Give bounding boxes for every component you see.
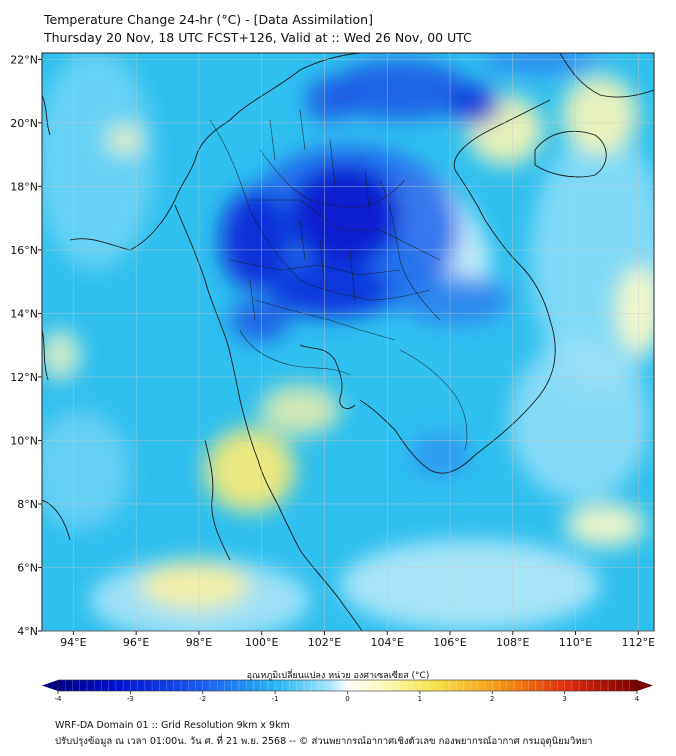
lon-tick-label: 106°E [433, 636, 466, 649]
temperature-field-anomalies [42, 53, 654, 631]
colorbar-tick-label: 4 [635, 695, 640, 703]
coastlines [42, 53, 654, 631]
lat-tick-label: 16°N [10, 244, 38, 257]
colorbar-tick-label: 2 [490, 695, 494, 703]
colorbar-title: อุณหภูมิเปลี่ยนแปลง หน่วย องศาเซลเซียส (… [246, 671, 430, 681]
lon-tick-label: 96°E [123, 636, 149, 649]
province-borders [209, 109, 468, 451]
lon-tick-label: 98°E [186, 636, 212, 649]
lon-tick-label: 108°E [496, 636, 529, 649]
lon-tick-label: 110°E [559, 636, 592, 649]
colorbar-tick-label: -4 [55, 695, 63, 703]
colorbar-tick-label: -1 [272, 695, 279, 703]
lon-tick-label: 100°E [245, 636, 278, 649]
lat-tick-label: 10°N [10, 434, 38, 447]
lat-tick-label: 8°N [17, 498, 38, 511]
lon-tick-label: 112°E [622, 636, 655, 649]
colorbar-tick-label: -2 [199, 695, 206, 703]
lon-tick-label: 102°E [308, 636, 341, 649]
lon-tick-label: 104°E [371, 636, 404, 649]
lat-tick-label: 12°N [10, 371, 38, 384]
colorbar-tick-label: 1 [418, 695, 422, 703]
lat-tick-label: 20°N [10, 117, 38, 130]
colorbar-min-arrow [42, 680, 58, 691]
lat-tick-label: 18°N [10, 180, 38, 193]
lat-tick-label: 14°N [10, 307, 38, 320]
lon-tick-label: 94°E [60, 636, 86, 649]
colorbar-tick-label: 0 [345, 695, 349, 703]
map-subtitle: Thursday 20 Nov, 18 UTC FCST+126, Valid … [44, 30, 472, 45]
lat-tick-label: 6°N [17, 561, 38, 574]
footer-domain-info: WRF-DA Domain 01 :: Grid Resolution 9km … [55, 720, 290, 731]
map-title: Temperature Change 24-hr (°C) - [Data As… [44, 12, 373, 27]
colorbar-tick-label: 3 [562, 695, 566, 703]
lat-tick-label: 4°N [17, 625, 38, 638]
lat-tick-label: 22°N [10, 53, 38, 66]
colorbar-tick-label: -3 [127, 695, 134, 703]
colorbar-max-arrow [637, 680, 653, 691]
footer-credit: ปรับปรุงข้อมูล ณ เวลา 01:00น. วัน ศ. ที่… [55, 736, 593, 747]
